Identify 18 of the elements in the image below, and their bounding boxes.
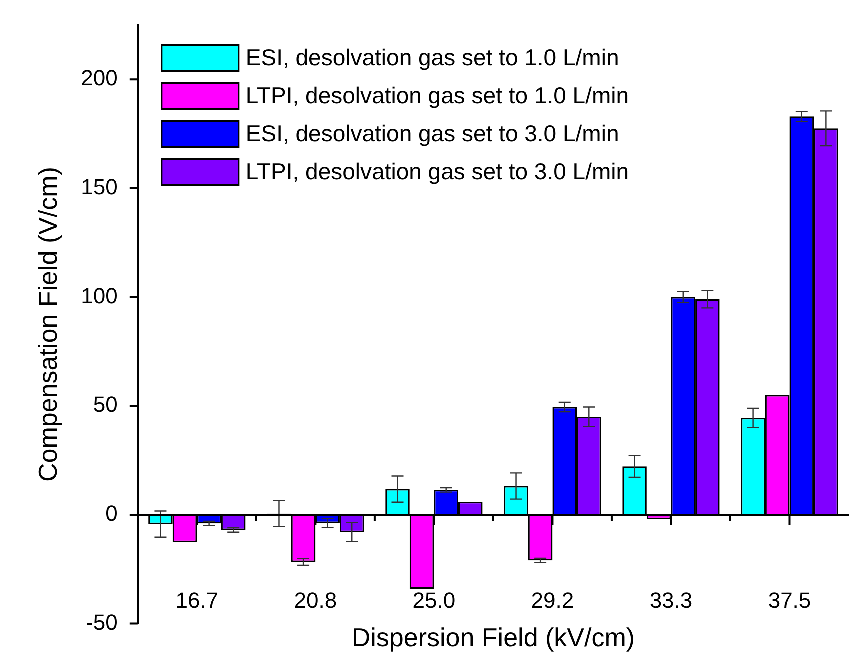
y-tick-label: 200 [81, 66, 118, 91]
legend-label: ESI, desolvation gas set to 3.0 L/min [246, 120, 620, 147]
x-tick-label: 20.8 [294, 588, 338, 613]
legend-label: LTPI, desolvation gas set to 3.0 L/min [246, 158, 630, 185]
legend-label: LTPI, desolvation gas set to 1.0 L/min [246, 82, 630, 109]
y-tick-label: 100 [81, 283, 118, 308]
y-tick-label: 50 [93, 392, 118, 418]
y-tick-label: 0 [106, 501, 118, 526]
x-axis-title: Dispersion Field (kV/cm) [352, 622, 636, 653]
x-tick-label: 29.2 [531, 588, 574, 613]
y-axis-title: Compensation Field (V/cm) [32, 167, 63, 482]
y-tick-label: 150 [81, 174, 118, 200]
y-tick-label: -50 [86, 610, 118, 635]
legend-label: ESI, desolvation gas set to 1.0 L/min [246, 44, 620, 71]
x-tick-label: 33.3 [650, 588, 693, 613]
x-tick-label: 16.7 [176, 588, 219, 613]
x-tick-label: 37.5 [768, 588, 812, 613]
x-tick-label: 25.0 [412, 588, 456, 613]
